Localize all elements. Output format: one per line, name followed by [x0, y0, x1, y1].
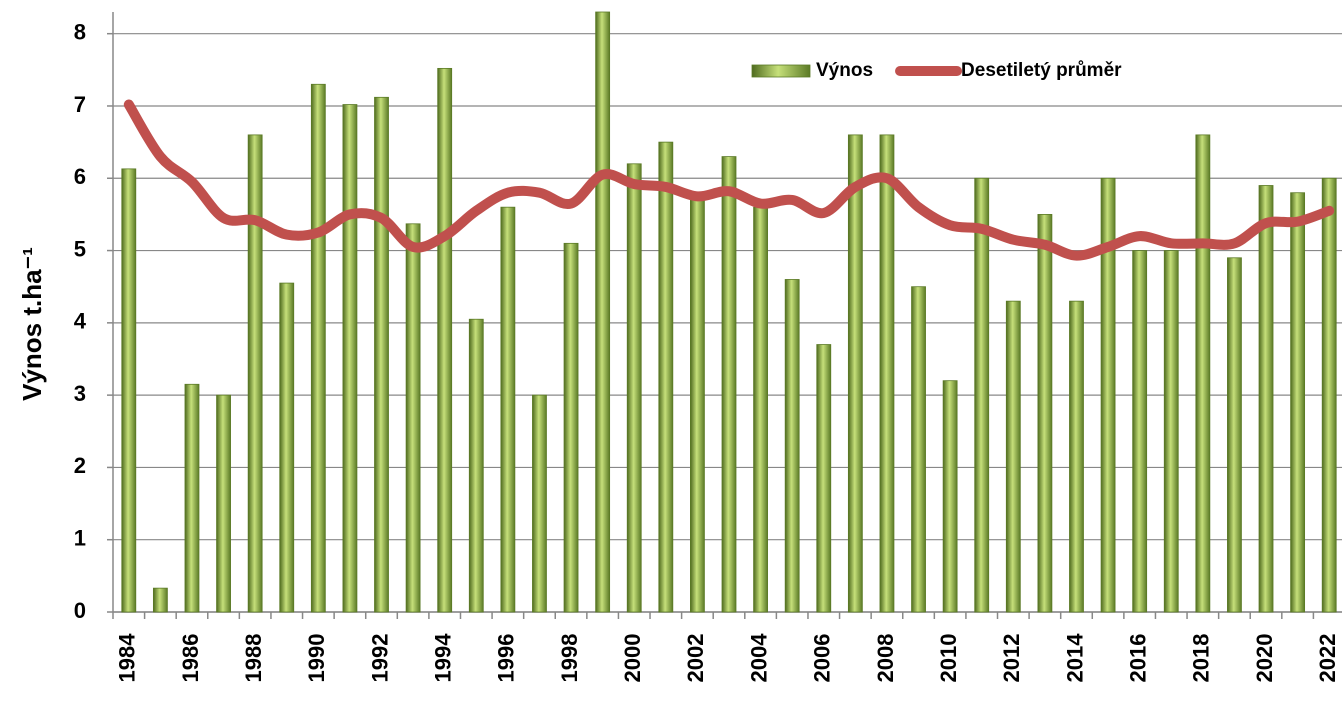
bar: [1195, 134, 1211, 613]
bar: [152, 587, 168, 613]
bar: [1132, 250, 1148, 613]
bar: [879, 134, 895, 613]
legend-swatch: [751, 64, 811, 78]
bar: [310, 83, 326, 613]
x-tick-label: 1984: [115, 633, 140, 683]
bar: [721, 156, 737, 613]
bar: [626, 163, 642, 613]
x-tick-label: 1986: [178, 634, 203, 683]
bar: [816, 344, 832, 613]
bar: [595, 11, 611, 613]
bar: [247, 134, 263, 613]
x-tick-label: 1994: [431, 633, 456, 683]
bar: [184, 383, 200, 613]
bar: [974, 177, 990, 613]
bar: [1100, 177, 1116, 613]
y-tick-label: 0: [74, 598, 86, 623]
bar: [847, 134, 863, 613]
bar: [942, 380, 958, 613]
x-tick-label: 2002: [683, 634, 708, 683]
y-tick-label: 3: [74, 381, 86, 406]
x-tick-label: 1992: [367, 634, 392, 683]
bar: [784, 279, 800, 613]
y-tick-label: 6: [74, 164, 86, 189]
x-tick-label: 2008: [873, 634, 898, 683]
x-tick-label: 1998: [557, 634, 582, 683]
bar: [532, 394, 547, 613]
bar: [753, 206, 768, 613]
bar: [1290, 192, 1306, 613]
bar: [1069, 300, 1084, 613]
x-tick-label: 2022: [1315, 634, 1340, 683]
bar: [1037, 214, 1053, 613]
x-tick-label: 2012: [999, 634, 1024, 683]
bar: [500, 206, 516, 613]
bar: [405, 223, 421, 613]
legend-label: Výnos: [816, 60, 873, 81]
bar: [468, 318, 484, 613]
bar: [1258, 185, 1274, 613]
x-tick-label: 2014: [1062, 633, 1087, 683]
bar: [690, 199, 705, 613]
y-axis-label: Výnos t.ha⁻¹: [17, 247, 47, 401]
x-tick-label: 2016: [1125, 634, 1150, 683]
bar: [216, 394, 231, 613]
bar: [279, 282, 295, 613]
x-tick-label: 2020: [1252, 634, 1277, 683]
bar: [1321, 177, 1337, 613]
bar: [437, 67, 453, 613]
bar: [374, 96, 389, 613]
y-tick-label: 7: [74, 92, 86, 117]
y-tick-label: 8: [74, 19, 86, 44]
bar: [121, 168, 137, 613]
x-tick-label: 2000: [620, 634, 645, 683]
x-tick-label: 1996: [494, 634, 519, 683]
y-tick-label: 5: [74, 236, 86, 261]
y-tick-label: 2: [74, 453, 86, 478]
x-tick-label: 2006: [810, 634, 835, 683]
line: [123, 99, 1335, 261]
x-tick-label: 1988: [241, 634, 266, 683]
bar: [658, 141, 674, 613]
bar: [1163, 250, 1179, 613]
bar: [911, 286, 926, 613]
bar: [563, 242, 579, 613]
bar: [1227, 257, 1242, 613]
y-tick-label: 1: [74, 526, 86, 551]
x-tick-label: 2018: [1189, 634, 1214, 683]
bar: [342, 104, 358, 613]
x-tick-label: 2010: [936, 634, 961, 683]
y-tick-label: 4: [74, 309, 87, 334]
x-tick-label: 2004: [746, 633, 771, 683]
x-tick-label: 1990: [304, 634, 329, 683]
legend-label: Desetiletý průměr: [961, 60, 1122, 81]
bar: [1005, 300, 1021, 613]
